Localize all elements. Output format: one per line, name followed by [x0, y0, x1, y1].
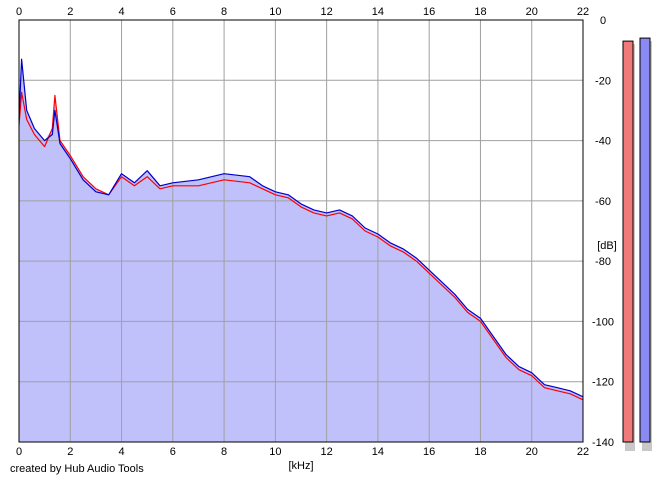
- x-tick-label-top: 10: [269, 6, 281, 18]
- series-line-left: [18, 91, 584, 401]
- x-tick-label-bottom: 18: [474, 446, 486, 458]
- x-tick-label-bottom: 2: [67, 446, 73, 458]
- x-axis-bottom-ticks: 0 2 4 6 8 10 12 14 16 18 20 22: [16, 446, 589, 458]
- level-meter-right: [639, 37, 651, 443]
- y-axis-label: [dB]: [597, 240, 617, 252]
- spectrum-fill: [19, 59, 583, 442]
- level-meter-left: [622, 40, 634, 443]
- x-tick-label-top: 18: [474, 6, 486, 18]
- x-axis-top-ticks: 0 2 4 6 8 10 12 14 16 18 20 22: [16, 6, 589, 18]
- x-tick-label-bottom: 12: [321, 446, 333, 458]
- x-tick-label-top: 12: [321, 6, 333, 18]
- x-tick-label-bottom: 14: [372, 446, 384, 458]
- y-tick-label: -120: [592, 377, 614, 389]
- x-tick-label-top: 16: [423, 6, 435, 18]
- x-tick-label-bottom: 0: [16, 446, 22, 458]
- x-axis-label: [kHz]: [288, 460, 313, 472]
- y-tick-label: -80: [595, 256, 611, 268]
- x-tick-label-bottom: 10: [269, 446, 281, 458]
- x-tick-label-top: 4: [118, 6, 124, 18]
- spectrum-series: [18, 58, 584, 401]
- x-tick-label-top: 2: [67, 6, 73, 18]
- x-tick-label-bottom: 8: [221, 446, 227, 458]
- x-tick-label-bottom: 16: [423, 446, 435, 458]
- y-tick-label: -140: [592, 437, 614, 449]
- y-tick-label: -40: [595, 136, 611, 148]
- x-tick-label-top: 22: [577, 6, 589, 18]
- x-tick-label-top: 20: [526, 6, 538, 18]
- plot-frame: [18, 19, 584, 443]
- y-tick-label: -20: [595, 75, 611, 87]
- x-tick-label-bottom: 4: [118, 446, 124, 458]
- series-line-right: [18, 58, 584, 398]
- credit-text: created by Hub Audio Tools: [10, 463, 144, 475]
- x-tick-label-top: 0: [16, 6, 22, 18]
- x-tick-label-top: 14: [372, 6, 384, 18]
- level-meters: [622, 37, 652, 451]
- y-tick-label: -60: [595, 196, 611, 208]
- x-tick-label-bottom: 22: [577, 446, 589, 458]
- x-tick-label-bottom: 20: [526, 446, 538, 458]
- y-tick-label: 0: [600, 15, 606, 27]
- x-tick-label-bottom: 6: [170, 446, 176, 458]
- x-tick-label-top: 6: [170, 6, 176, 18]
- spectrum-fill-area: [19, 59, 583, 442]
- x-tick-label-top: 8: [221, 6, 227, 18]
- y-axis-ticks: 0 -20 -40 -60 -80 -100 -120 -140: [592, 15, 614, 449]
- y-tick-label: -100: [592, 316, 614, 328]
